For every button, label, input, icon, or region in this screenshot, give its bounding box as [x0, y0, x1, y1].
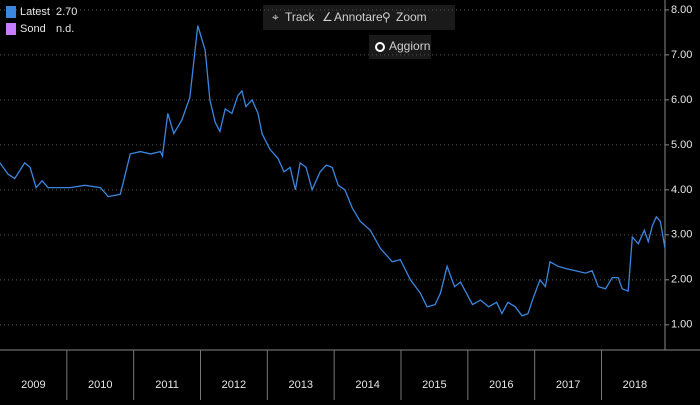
y-tick-label: 4.00 [671, 184, 692, 196]
zoom-button[interactable]: Zoom [396, 10, 427, 24]
x-tick-label: 2009 [21, 379, 45, 391]
x-tick-label: 2015 [422, 379, 446, 391]
toolbar-bg [263, 5, 455, 30]
track-icon: ⌖ [272, 10, 279, 24]
x-tick-label: 2017 [556, 379, 580, 391]
zoom-icon: ⚲ [382, 10, 391, 24]
x-tick-label: 2016 [489, 379, 513, 391]
legend-swatch [6, 23, 16, 35]
x-tick-label: 2014 [355, 379, 379, 391]
x-tick-label: 2010 [88, 379, 112, 391]
x-tick-label: 2012 [222, 379, 246, 391]
legend-swatch [6, 6, 16, 18]
annotate-icon: ∠ [322, 10, 333, 24]
legend-label: Sond [20, 23, 46, 35]
x-tick-label: 2013 [289, 379, 313, 391]
track-button[interactable]: Track [285, 10, 316, 24]
refresh-icon [375, 42, 385, 52]
y-tick-label: 2.00 [671, 274, 692, 286]
legend-value: n.d. [56, 23, 74, 35]
refresh-button[interactable]: Aggiorn [389, 39, 430, 53]
y-tick-label: 3.00 [671, 229, 692, 241]
legend-value: 2.70 [56, 6, 77, 18]
legend-label: Latest [20, 6, 50, 18]
y-tick-label: 5.00 [671, 139, 692, 151]
y-tick-label: 8.00 [671, 4, 692, 16]
annotate-button[interactable]: Annotare [334, 10, 383, 24]
x-tick-label: 2018 [623, 379, 647, 391]
y-tick-label: 7.00 [671, 49, 692, 61]
y-tick-label: 6.00 [671, 94, 692, 106]
data-line [0, 25, 666, 317]
y-tick-label: 1.00 [671, 319, 692, 331]
x-tick-label: 2011 [155, 379, 179, 391]
